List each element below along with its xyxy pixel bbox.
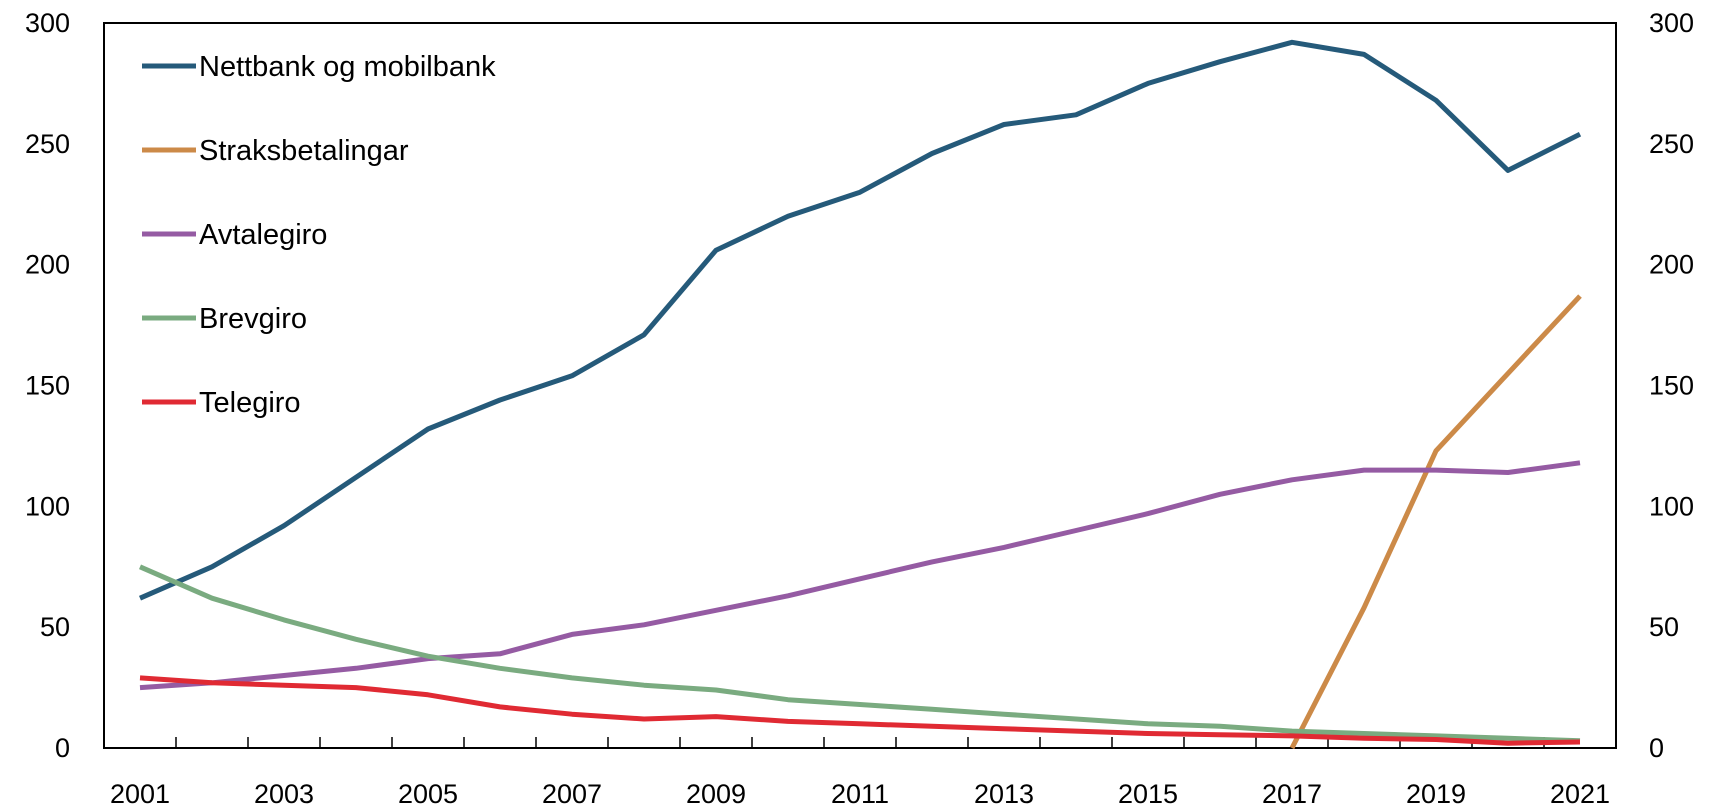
legend-label-avtalegiro: Avtalegiro	[199, 219, 327, 251]
plot-area	[103, 22, 1617, 749]
x-tick-label: 2021	[1550, 779, 1610, 809]
y-tick-label-right: 100	[1649, 491, 1694, 521]
y-tick-label-right: 50	[1649, 612, 1679, 642]
y-tick-label-left: 0	[55, 733, 70, 763]
series-line-avtalegiro	[139, 460, 1581, 691]
y-axis-right: 0 50 100 150 200 250 300	[1649, 8, 1694, 763]
x-tick-label: 2019	[1406, 779, 1466, 809]
x-tick-label: 2017	[1262, 779, 1322, 809]
legend-label-nettbank-og-mobilbank: Nettbank og mobilbank	[199, 51, 496, 83]
x-tick-label: 2015	[1118, 779, 1178, 809]
x-axis-ticks	[175, 737, 1545, 748]
y-tick-label-right: 0	[1649, 733, 1664, 763]
y-tick-label-right: 250	[1649, 129, 1694, 159]
series-lines	[139, 39, 1582, 750]
y-tick-label-right: 200	[1649, 250, 1694, 280]
y-tick-label-right: 150	[1649, 371, 1694, 401]
x-tick-label: 2001	[110, 779, 170, 809]
y-tick-label-left: 200	[25, 250, 70, 280]
y-tick-label-left: 150	[25, 371, 70, 401]
y-tick-label-right: 300	[1649, 8, 1694, 38]
x-tick-label: 2013	[974, 779, 1034, 809]
series-line-brevgiro	[139, 564, 1581, 744]
y-axis-left: 0 50 100 150 200 250 300	[25, 8, 70, 763]
y-tick-label-left: 50	[40, 612, 70, 642]
x-tick-label: 2009	[686, 779, 746, 809]
legend-label-telegiro: Telegiro	[199, 387, 301, 419]
x-tick-label: 2011	[831, 779, 889, 809]
x-axis: 2001 2003 2005 2007 2009 2011 2013 2015 2017 2019…	[110, 779, 1610, 809]
x-tick-label: 2007	[542, 779, 602, 809]
legend: Nettbank og mobilbank Straksbetalingar Avt…	[142, 51, 496, 419]
series-line-straksbetalingar	[1289, 294, 1582, 750]
legend-label-straksbetalingar: Straksbetalingar	[199, 135, 409, 167]
x-tick-label: 2003	[254, 779, 314, 809]
y-tick-label-left: 100	[25, 491, 70, 521]
y-tick-label-left: 300	[25, 8, 70, 38]
legend-label-brevgiro: Brevgiro	[199, 303, 307, 335]
series-line-telegiro	[139, 675, 1581, 746]
x-tick-label: 2005	[398, 779, 458, 809]
y-tick-label-left: 250	[25, 129, 70, 159]
series-line-nettbank-og-mobilbank	[139, 39, 1582, 601]
